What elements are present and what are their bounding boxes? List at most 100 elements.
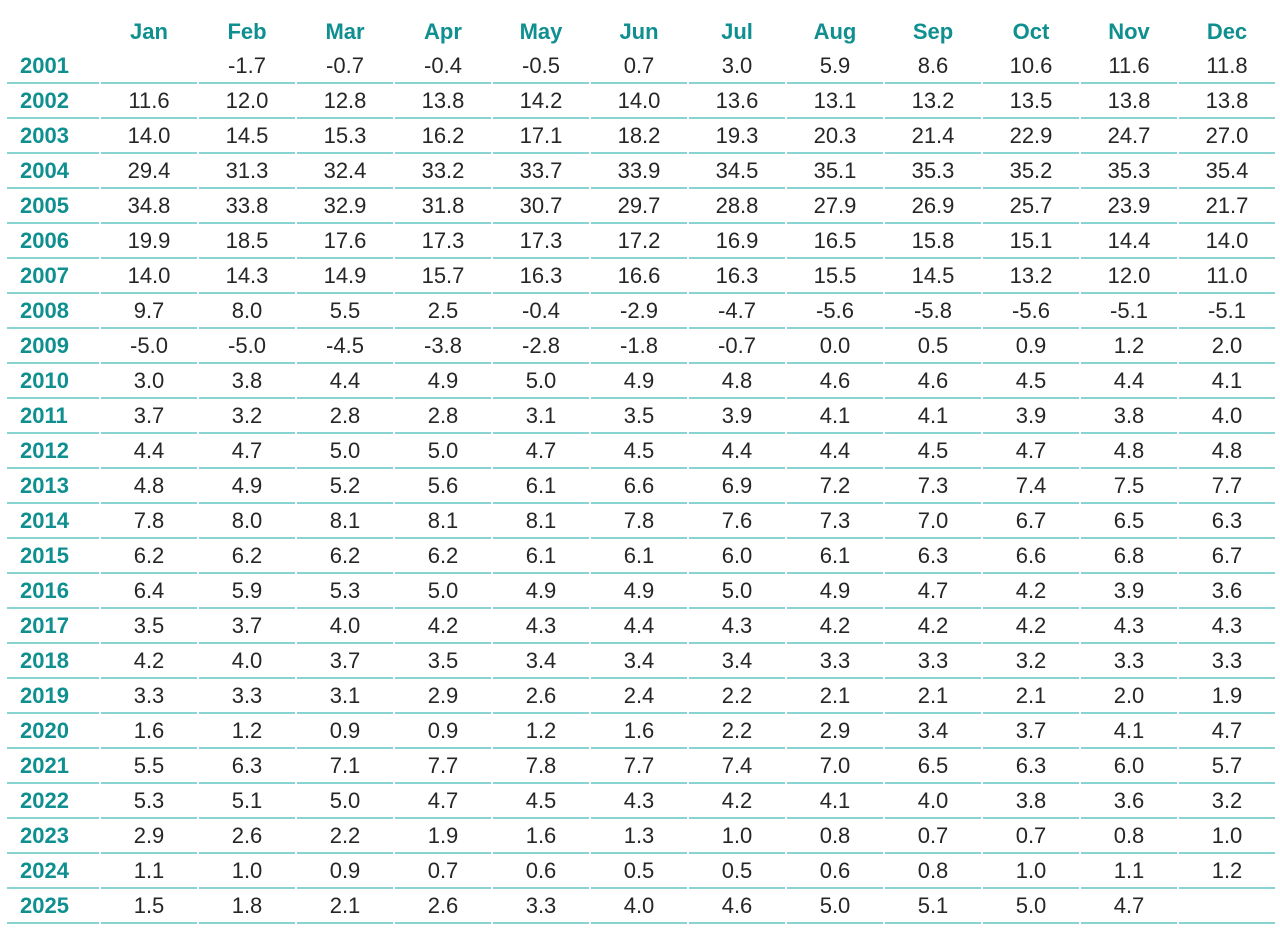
table-row: 2004 29.4 31.3 32.4 33.2 33.7 33.9 34.5 35.1 35.3…	[7, 154, 1275, 189]
value-cell: 14.5	[199, 119, 295, 154]
value-cell: 0.7	[885, 819, 981, 854]
header-row: Jan Feb Mar Apr May Jun Jul Aug Sep Oct Nov Dec	[7, 14, 1275, 49]
value-cell: 4.2	[101, 644, 197, 679]
table-row: 2008 9.7 8.0 5.5 2.5 -0.4 -2.9 -4.7 -5.6 -5.8 -5.6…	[7, 294, 1275, 329]
year-label: 2024	[7, 854, 99, 889]
value-cell: 14.2	[493, 84, 589, 119]
value-cell: 15.1	[983, 224, 1079, 259]
value-cell: 7.3	[885, 469, 981, 504]
value-cell: 6.8	[1081, 539, 1177, 574]
value-cell: 33.7	[493, 154, 589, 189]
value-cell: 2.2	[689, 714, 785, 749]
value-cell: 15.3	[297, 119, 393, 154]
value-cell: 4.3	[591, 784, 687, 819]
value-cell: 8.1	[395, 504, 491, 539]
value-cell: 6.4	[101, 574, 197, 609]
value-cell: 16.3	[689, 259, 785, 294]
value-cell: 5.0	[983, 889, 1079, 924]
value-cell: 5.0	[493, 364, 589, 399]
year-label: 2012	[7, 434, 99, 469]
value-cell: 3.5	[591, 399, 687, 434]
value-cell: 2.1	[297, 889, 393, 924]
month-header-jul: Jul	[721, 18, 753, 44]
value-cell: 7.5	[1081, 469, 1177, 504]
value-cell: 33.9	[591, 154, 687, 189]
value-cell: 0.7	[983, 819, 1079, 854]
value-cell: 17.1	[493, 119, 589, 154]
value-cell: 6.9	[689, 469, 785, 504]
value-cell: 4.7	[493, 434, 589, 469]
value-cell: 32.9	[297, 189, 393, 224]
value-cell: 4.5	[885, 434, 981, 469]
value-cell: 0.0	[787, 329, 883, 364]
value-cell: 5.1	[885, 889, 981, 924]
value-cell: 0.9	[395, 714, 491, 749]
value-cell: 13.8	[395, 84, 491, 119]
value-cell: 1.0	[199, 854, 295, 889]
value-cell: 18.5	[199, 224, 295, 259]
value-cell: 7.1	[297, 749, 393, 784]
value-cell: 4.9	[591, 574, 687, 609]
value-cell: 0.9	[983, 329, 1079, 364]
table-row: 2006 19.9 18.5 17.6 17.3 17.3 17.2 16.9 16.5 15.8…	[7, 224, 1275, 259]
value-cell: 7.7	[1179, 469, 1275, 504]
table-row: 2002 11.6 12.0 12.8 13.8 14.2 14.0 13.6 13.1 13.2…	[7, 84, 1275, 119]
value-cell: 5.0	[395, 434, 491, 469]
value-cell: 5.5	[101, 749, 197, 784]
table-row: 2013 4.8 4.9 5.2 5.6 6.1 6.6 6.9 7.2 7.3 7.4 7.5 7.7	[7, 469, 1275, 504]
value-cell: 29.7	[591, 189, 687, 224]
value-cell: 3.5	[101, 609, 197, 644]
value-cell: 3.4	[493, 644, 589, 679]
value-cell: 4.9	[493, 574, 589, 609]
value-cell: 13.1	[787, 84, 883, 119]
value-cell: 29.4	[101, 154, 197, 189]
value-cell: 4.1	[1081, 714, 1177, 749]
value-cell: 6.6	[591, 469, 687, 504]
value-cell: 5.3	[101, 784, 197, 819]
value-cell: 19.3	[689, 119, 785, 154]
value-cell: 3.1	[297, 679, 393, 714]
value-cell: 8.6	[885, 49, 981, 84]
value-cell: -3.8	[395, 329, 491, 364]
value-cell: 1.8	[199, 889, 295, 924]
month-header-apr: Apr	[424, 18, 462, 44]
table-row: 2014 7.8 8.0 8.1 8.1 8.1 7.8 7.6 7.3 7.0 6.7 6.5 6.3	[7, 504, 1275, 539]
value-cell: 13.2	[983, 259, 1079, 294]
value-cell: 22.9	[983, 119, 1079, 154]
value-cell: 8.0	[199, 504, 295, 539]
value-cell: 2.5	[395, 294, 491, 329]
table-row: 2007 14.0 14.3 14.9 15.7 16.3 16.6 16.3 15.5 14.5…	[7, 259, 1275, 294]
value-cell: 9.7	[101, 294, 197, 329]
value-cell: 17.6	[297, 224, 393, 259]
value-cell: 13.5	[983, 84, 1079, 119]
value-cell: 6.1	[493, 539, 589, 574]
table-row: 2015 6.2 6.2 6.2 6.2 6.1 6.1 6.0 6.1 6.3 6.6 6.8 6.7	[7, 539, 1275, 574]
value-cell: -4.7	[689, 294, 785, 329]
value-cell: 6.5	[885, 749, 981, 784]
value-cell: -1.8	[591, 329, 687, 364]
value-cell: 3.2	[1179, 784, 1275, 819]
value-cell: 2.8	[395, 399, 491, 434]
value-cell: 3.4	[689, 644, 785, 679]
value-cell: 0.8	[885, 854, 981, 889]
value-cell: -0.7	[297, 49, 393, 84]
value-cell: 4.0	[885, 784, 981, 819]
value-cell: 4.0	[297, 609, 393, 644]
year-label: 2020	[7, 714, 99, 749]
value-cell: 4.7	[1081, 889, 1177, 924]
value-cell: 1.1	[101, 854, 197, 889]
value-cell: 2.9	[101, 819, 197, 854]
value-cell: -0.7	[689, 329, 785, 364]
value-cell: 0.6	[493, 854, 589, 889]
value-cell: 31.3	[199, 154, 295, 189]
value-cell: 3.5	[395, 644, 491, 679]
value-cell: 4.9	[199, 469, 295, 504]
value-cell: 1.2	[199, 714, 295, 749]
value-cell: 7.0	[787, 749, 883, 784]
value-cell: 1.6	[493, 819, 589, 854]
value-cell: 3.7	[297, 644, 393, 679]
value-cell: 6.2	[395, 539, 491, 574]
value-cell: 5.0	[297, 784, 393, 819]
month-header-oct: Oct	[1012, 18, 1050, 44]
value-cell: 7.2	[787, 469, 883, 504]
